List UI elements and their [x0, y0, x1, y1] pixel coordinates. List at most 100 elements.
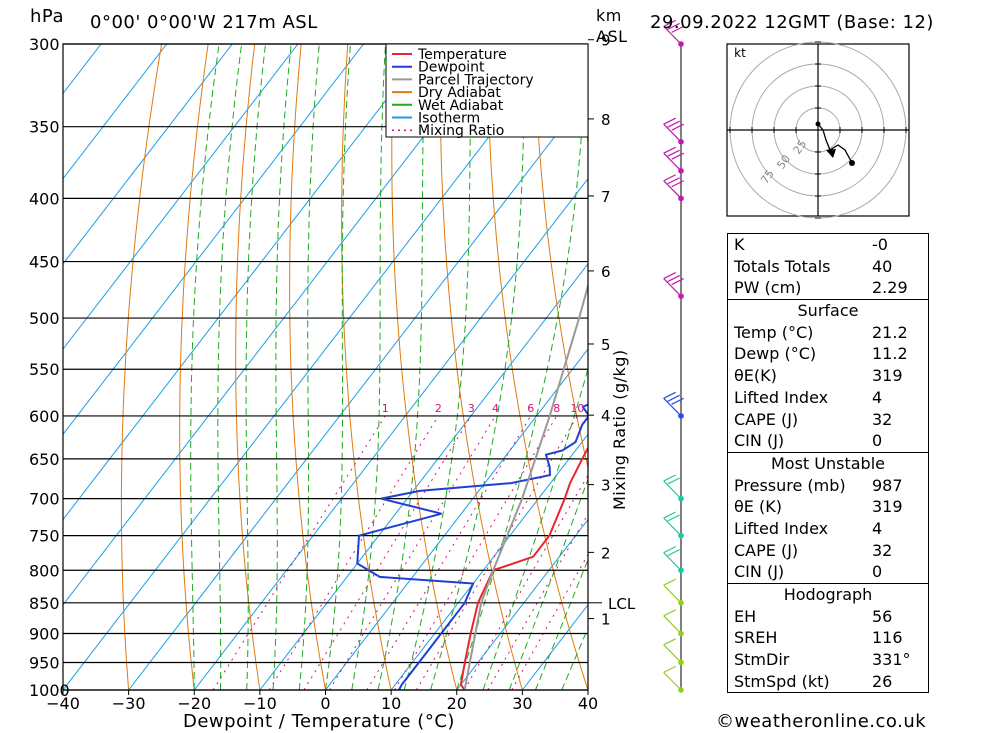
- wind-barb-flag: [663, 174, 676, 182]
- pressure-tick-label: 650: [29, 450, 60, 469]
- mixing-ratio-label: 3: [468, 402, 475, 415]
- wind-barb-shaft: [663, 517, 682, 537]
- hodograph-end-dot: [849, 160, 855, 166]
- s-theta-row: θE(K) 319: [734, 366, 903, 386]
- wind-barb-flag: [663, 546, 676, 554]
- x-tick-label: −30: [112, 694, 146, 713]
- mu-cape-row: CAPE (J) 32: [734, 540, 893, 560]
- wind-barb-flag: [663, 117, 676, 125]
- mixing-ratio-line: [303, 415, 472, 690]
- wet-adiabat-line: [508, 477, 588, 690]
- wind-barb-shaft: [663, 480, 682, 500]
- x-tick-label: −10: [243, 694, 277, 713]
- km-label: km: [596, 6, 622, 25]
- isotherm-line: [63, 44, 168, 180]
- wind-barb-shaft: [663, 552, 682, 571]
- isotherm-line: [128, 92, 588, 690]
- pressure-tick-label: 700: [29, 490, 60, 509]
- wet-adiabat-line: [351, 44, 386, 690]
- mu-li-row: Lifted Index 4: [734, 518, 883, 538]
- wind-barb-shaft: [663, 152, 682, 172]
- s-cin-row: CIN (J) 0: [734, 431, 883, 451]
- k-row: K -0: [734, 235, 888, 254]
- datetime-label: 29.09.2022 12GMT (Base: 12): [650, 12, 934, 33]
- isotherm-line: [390, 433, 588, 690]
- surface-title: Surface: [728, 299, 928, 322]
- mixing-ratio-line: [511, 553, 588, 690]
- s-dewp-row: Dewp (°C) 11.2: [734, 344, 908, 364]
- pressure-tick-label: 900: [29, 624, 60, 643]
- mixing-ratio-label: 4: [492, 402, 499, 415]
- wind-barb-flag: [671, 25, 684, 33]
- hodograph-start-dot: [815, 121, 821, 127]
- isotherm-line: [63, 44, 299, 350]
- isotherm-line: [63, 44, 430, 521]
- wet-adiabat-line: [535, 558, 588, 690]
- legend-entry: Isotherm: [418, 111, 480, 127]
- legend-entry: Parcel Trajectory: [418, 72, 534, 88]
- wind-barb-shaft: [663, 180, 682, 199]
- wet-adiabat-line: [217, 44, 243, 690]
- wet-adiabat-line: [298, 44, 320, 690]
- mu-title: Most Unstable: [728, 451, 928, 475]
- wind-barb-flag: [667, 394, 680, 402]
- wind-barb-flag: [671, 397, 684, 405]
- wind-barb-flag: [671, 278, 684, 286]
- mixing-ratio-line: [463, 474, 588, 690]
- wind-barb-shaft: [663, 25, 682, 45]
- isotherm-line: [259, 263, 588, 690]
- wind-barb-flag: [667, 22, 680, 30]
- mixing-ratio-label: 2: [435, 402, 442, 415]
- dry-adiabat-line: [341, 44, 392, 690]
- mixing-ratio-label: 10: [570, 402, 584, 415]
- isotherm-line: [63, 44, 364, 436]
- mixing-ratio-line: [487, 512, 588, 690]
- isotherm-line: [193, 177, 588, 690]
- pressure-tick-label: 800: [29, 561, 60, 580]
- wet-adiabat-line: [403, 44, 473, 690]
- pw-row: PW (cm) 2.29: [734, 278, 908, 298]
- x-tick-label: 0: [320, 694, 330, 713]
- wind-barb-flag: [663, 578, 676, 586]
- km-tick-label: 4: [601, 407, 611, 425]
- x-tick-label: −40: [46, 694, 80, 713]
- x-tick-label: 40: [578, 694, 598, 713]
- legend-entry: Dewpoint: [418, 60, 485, 76]
- wet-adiabat-line: [245, 44, 266, 690]
- legend-entry: Dry Adiabat: [418, 85, 501, 101]
- wind-barb-flag: [667, 514, 680, 522]
- pressure-tick-label: 750: [29, 527, 60, 546]
- mixing-ratio-axis-title: Mixing Ratio (g/kg): [610, 349, 629, 510]
- isotherm-line: [325, 348, 588, 690]
- dry-adiabat-line: [579, 44, 588, 148]
- wind-barb-flag: [667, 477, 680, 485]
- km-tick-label: 3: [601, 477, 611, 495]
- legend-entry: Mixing Ratio: [418, 123, 504, 139]
- wind-barb-shaft: [663, 584, 682, 604]
- asl-label: ASL: [596, 27, 628, 46]
- hodograph-unit: kt: [734, 46, 746, 60]
- mixing-ratio-line: [366, 415, 532, 690]
- wind-barb-flag: [663, 665, 676, 673]
- eh-row: EH 56: [734, 606, 893, 626]
- wind-barb-flag: [663, 146, 676, 154]
- hodo-title: Hodograph: [728, 583, 928, 606]
- pressure-tick-label: 350: [29, 118, 60, 137]
- stmdir-row: StmDir 331°: [734, 650, 911, 670]
- km-tick-label: 9: [601, 32, 611, 50]
- mixing-ratio-line: [415, 415, 578, 690]
- wind-barb-flag: [663, 391, 676, 399]
- dewpoint-profile: [356, 403, 588, 690]
- totals-row: Totals Totals 40: [734, 256, 893, 276]
- plot-frame: [62, 43, 589, 691]
- footer-copyright: ©weatheronline.co.uk: [716, 711, 927, 732]
- pressure-tick-label: 950: [29, 653, 60, 672]
- s-cape-row: CAPE (J) 32: [734, 409, 893, 429]
- dry-adiabat-line: [120, 44, 163, 690]
- mixing-ratio-line: [212, 415, 386, 690]
- storm-motion-arrow: [826, 149, 836, 158]
- temperature-profile: [459, 446, 588, 690]
- km-tick-label: 1: [601, 611, 611, 629]
- pressure-tick-label: 500: [29, 309, 60, 328]
